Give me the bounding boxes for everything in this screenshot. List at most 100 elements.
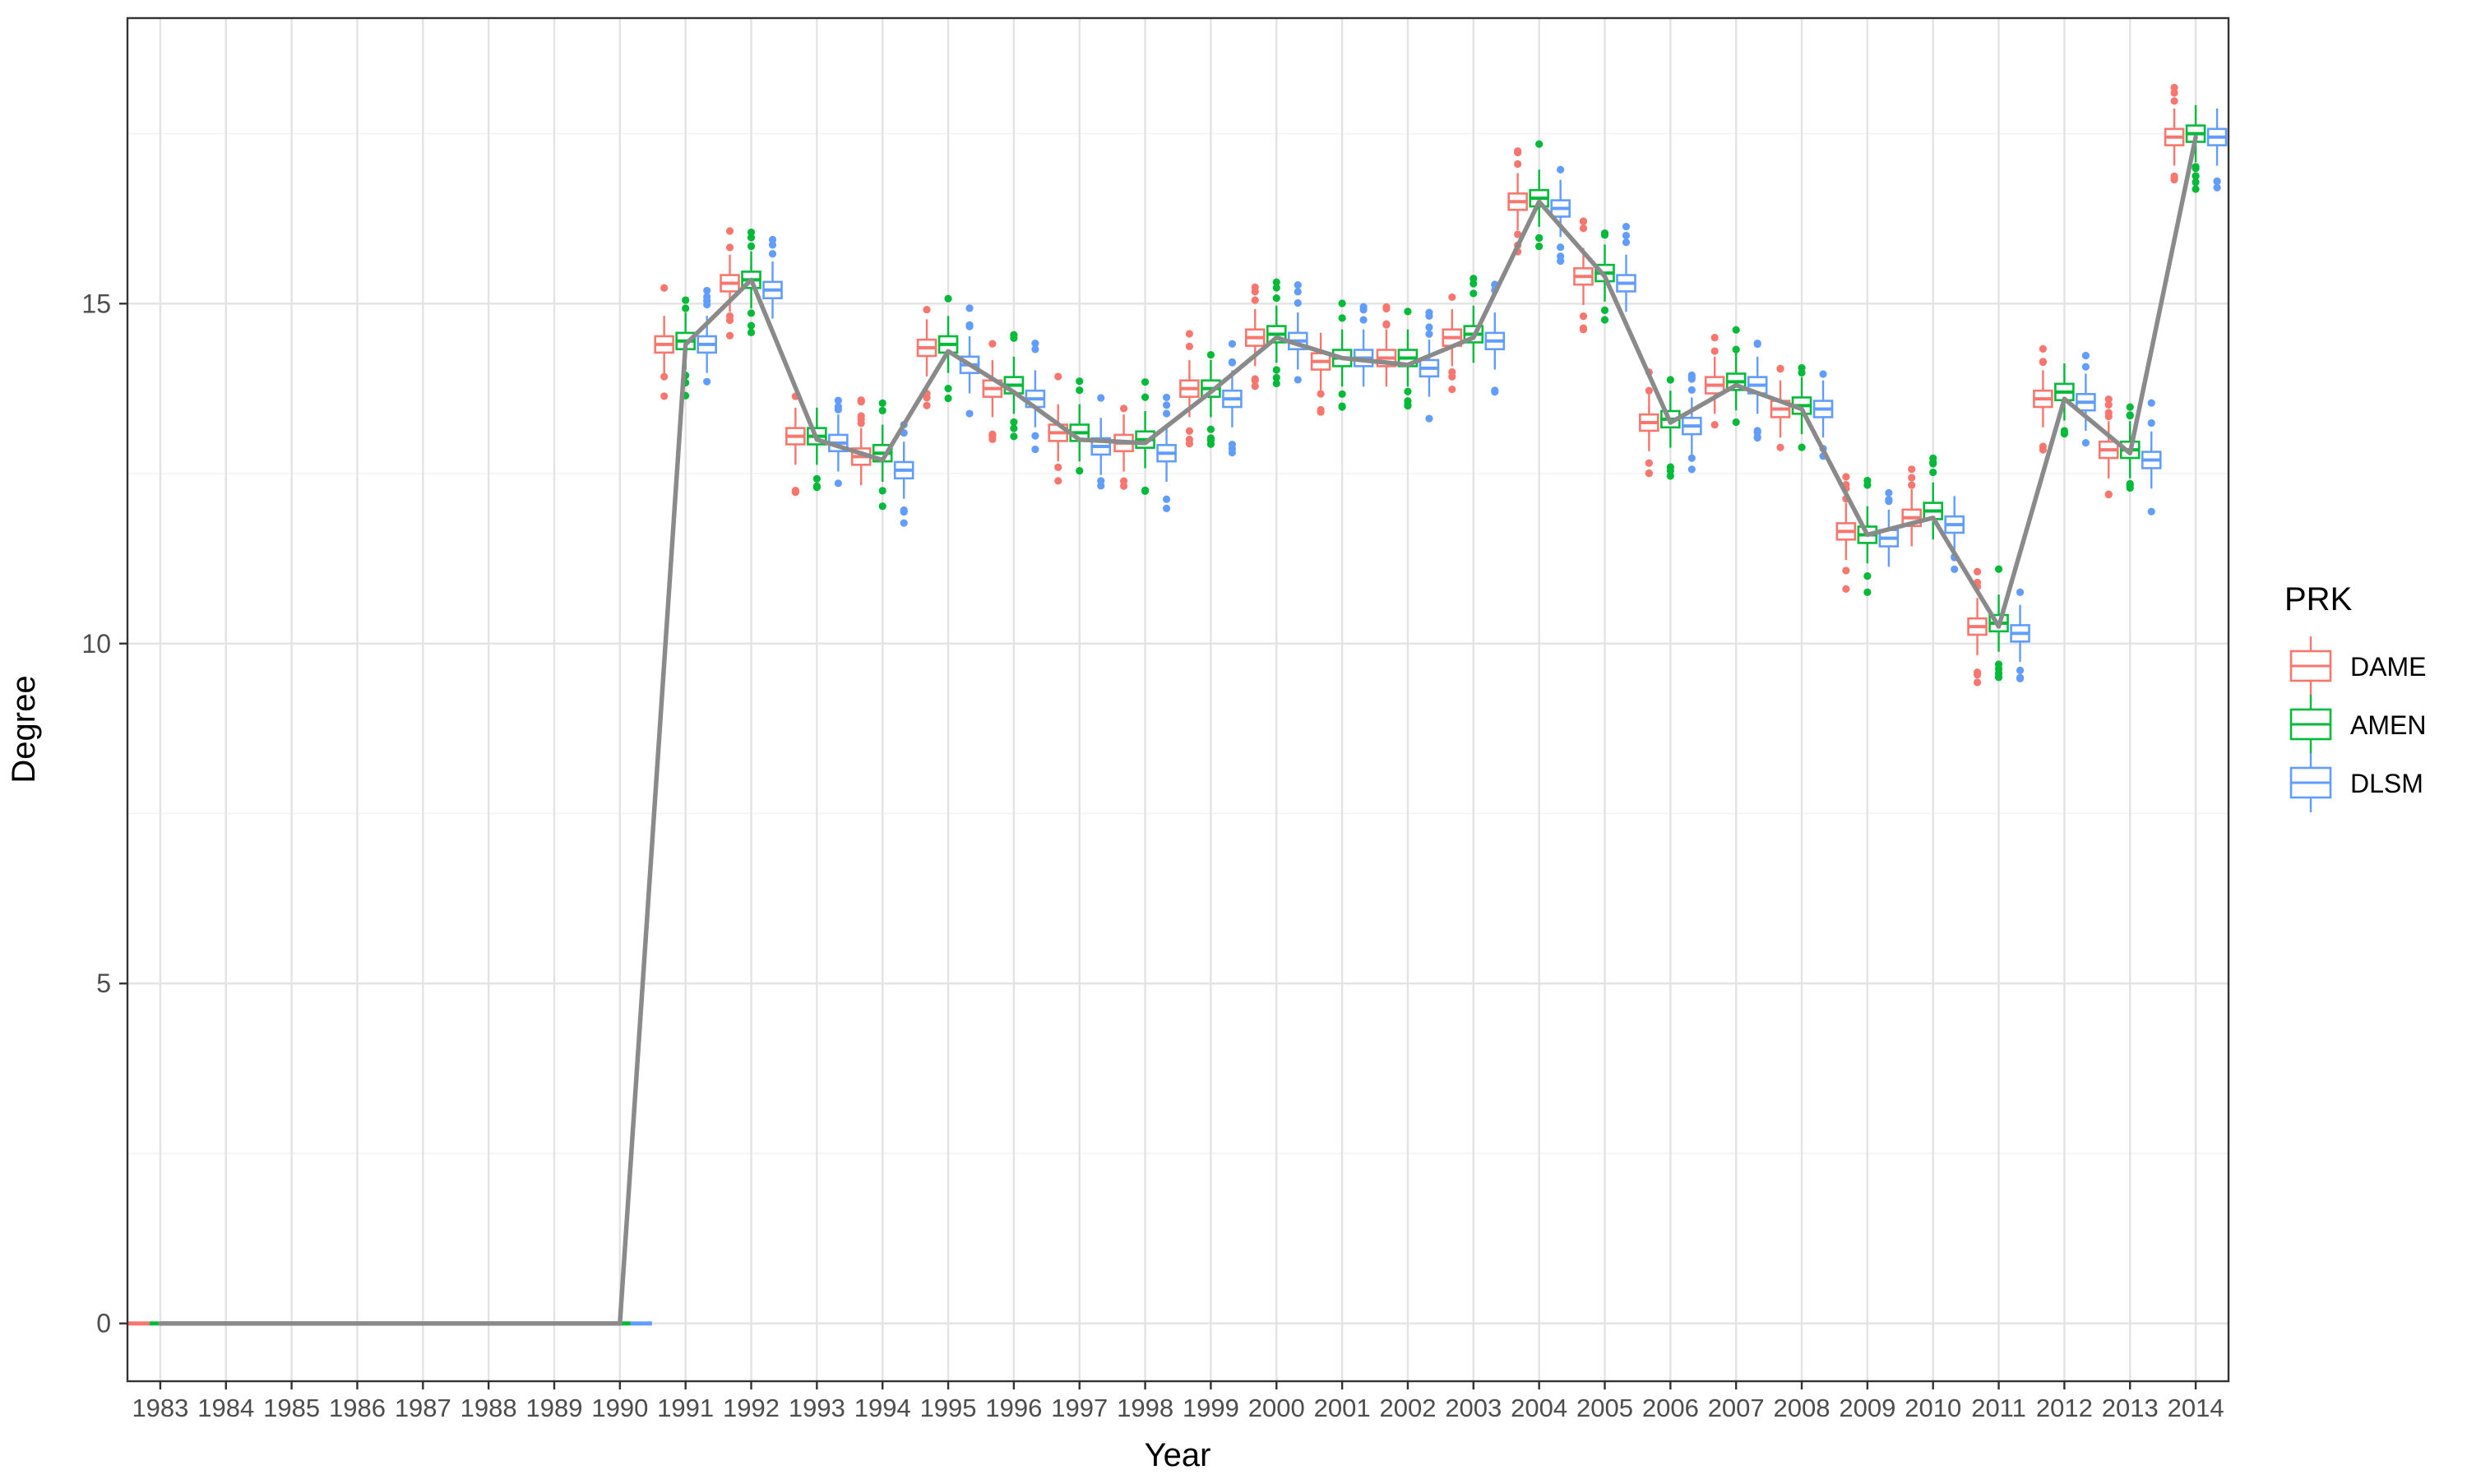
outlier-point: [944, 394, 952, 403]
plot-border: [126, 16, 2230, 1383]
outlier-point: [1097, 477, 1105, 485]
outlier-point: [1404, 387, 1412, 395]
outlier-point: [1908, 481, 1916, 489]
x-tick-label: 1991: [657, 1394, 714, 1422]
outlier-point: [1162, 401, 1171, 409]
outlier-point: [1010, 334, 1018, 342]
outlier-point: [834, 403, 842, 411]
x-tick-label: 2004: [1511, 1394, 1567, 1422]
outlier-point: [1448, 372, 1456, 381]
outlier-point: [1185, 440, 1194, 448]
box-dame-2001: [1310, 332, 1331, 416]
outlier-point: [2213, 177, 2221, 185]
box-dlsm-2011: [2010, 588, 2030, 683]
x-tick-label: 2011: [1971, 1394, 2026, 1422]
outlier-point: [768, 241, 777, 249]
x-tick-label: 1987: [395, 1394, 451, 1422]
outlier-point: [1557, 165, 1565, 173]
box-dame-1992: [720, 227, 740, 340]
outlier-point: [1514, 148, 1522, 157]
outlier-point: [1579, 324, 1588, 332]
outlier-point: [1359, 316, 1368, 324]
outlier-point: [878, 399, 886, 408]
box-dame-2014: [2164, 83, 2185, 184]
outlier-point: [1119, 405, 1128, 413]
outlier-point: [1054, 477, 1062, 485]
box-dame-2013: [2098, 395, 2119, 499]
outlier-point: [1076, 377, 1084, 386]
outlier-point: [1798, 443, 1806, 451]
outlier-point: [1294, 288, 1302, 296]
x-tick-label: 2001: [1314, 1394, 1371, 1422]
outlier-point: [1908, 465, 1916, 474]
outlier-point: [2213, 183, 2221, 192]
outlier-point: [1448, 293, 1456, 302]
outlier-point: [965, 409, 974, 418]
box-dame-2012: [2033, 344, 2053, 454]
box-dlsm-2002: [1419, 308, 1440, 423]
outlier-point: [1162, 495, 1171, 503]
outlier-point: [703, 293, 711, 301]
y-axis-title: Degree: [6, 675, 42, 783]
legend-label: DLSM: [2350, 769, 2423, 798]
x-tick-label: 2002: [1379, 1394, 1436, 1422]
outlier-point: [965, 322, 974, 331]
outlier-point: [1228, 448, 1237, 457]
outlier-point: [1514, 230, 1522, 238]
outlier-point: [725, 243, 734, 252]
outlier-point: [1054, 463, 1062, 471]
outlier-point: [2016, 666, 2025, 674]
outlier-point: [1973, 668, 1982, 677]
box-dlsm-2009: [1878, 488, 1900, 567]
box-dame-2011: [1967, 567, 1988, 687]
outlier-point: [2039, 358, 2047, 366]
box-dame-2006: [1639, 368, 1659, 478]
outlier-point: [747, 242, 756, 251]
outlier-point: [1994, 660, 2003, 668]
outlier-point: [1338, 402, 1346, 410]
x-tick-label: 1995: [920, 1394, 977, 1422]
x-tick-label: 2000: [1248, 1394, 1305, 1422]
outlier-point: [1600, 231, 1609, 239]
x-tick-label: 1990: [591, 1394, 648, 1422]
outlier-point: [1272, 373, 1280, 381]
outlier-point: [812, 474, 821, 483]
outlier-point: [2170, 175, 2178, 184]
outlier-point: [1710, 347, 1719, 355]
outlier-point: [1185, 342, 1194, 350]
outlier-point: [660, 284, 669, 292]
outlier-point: [1687, 454, 1696, 462]
legend-label: DAME: [2350, 652, 2426, 682]
box-dame-2000: [1244, 283, 1266, 391]
outlier-point: [1885, 488, 1893, 497]
outlier-point: [834, 479, 842, 488]
outlier-point: [1206, 436, 1215, 444]
outlier-point: [1535, 233, 1544, 243]
outlier-point: [1842, 585, 1850, 594]
outlier-point: [725, 331, 734, 340]
outlier-point: [2126, 479, 2134, 488]
outlier-point: [923, 305, 931, 314]
box-amen-2012: [2054, 363, 2075, 438]
outlier-point: [1753, 340, 1761, 348]
outlier-point: [1885, 496, 1893, 504]
outlier-point: [1929, 458, 1937, 467]
outlier-point: [1382, 304, 1391, 313]
legend-item-dlsm: DLSM: [2289, 753, 2423, 812]
x-tick-label: 2008: [1774, 1394, 1831, 1422]
outlier-point: [1317, 405, 1325, 414]
outlier-point: [660, 392, 669, 400]
outlier-point: [1338, 390, 1346, 398]
x-tick-label: 1996: [985, 1394, 1042, 1422]
box-dame-2003: [1442, 293, 1463, 394]
box-dlsm-2006: [1682, 371, 1702, 474]
outlier-point: [1514, 159, 1522, 169]
outlier-point: [1645, 459, 1653, 467]
outlier-point: [2170, 89, 2178, 97]
x-tick-label: 1993: [789, 1394, 845, 1422]
outlier-point: [1076, 466, 1084, 475]
legend-item-amen: AMEN: [2289, 695, 2426, 754]
outlier-point: [1470, 289, 1478, 298]
outlier-point: [2170, 97, 2178, 105]
outlier-point: [1031, 340, 1039, 348]
